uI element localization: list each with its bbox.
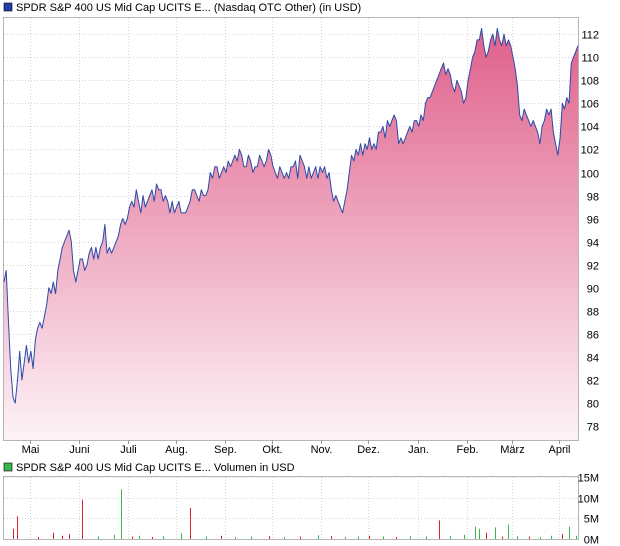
price-y-tick-label: 82: [587, 376, 599, 388]
price-y-tick-label: 88: [587, 307, 599, 319]
volume-plot-frame: [3, 476, 579, 540]
volume-grid: [4, 477, 578, 539]
volume-bars: [13, 489, 577, 539]
price-y-tick-label: 92: [587, 261, 599, 273]
volume-y-axis: 0M 5M 10M 15M: [578, 473, 599, 546]
price-y-tick-label: 102: [581, 145, 599, 157]
price-area-fill: [4, 28, 578, 441]
price-y-tick-label: 86: [587, 330, 599, 342]
price-y-tick-label: 90: [587, 284, 599, 296]
price-y-tick-label: 100: [581, 169, 599, 181]
price-y-tick-label: 98: [587, 192, 599, 204]
price-y-tick-label: 78: [587, 422, 599, 434]
volume-legend-swatch: [3, 462, 13, 472]
price-y-tick-label: 112: [581, 30, 599, 42]
price-y-tick-label: 108: [581, 76, 599, 88]
volume-y-tick-label: 5M: [584, 514, 599, 526]
price-y-tick-label: 84: [587, 353, 599, 365]
price-x-tick-label: Mai: [22, 444, 40, 456]
price-x-tick-label: Nov.: [311, 444, 333, 456]
price-y-tick-label: 106: [581, 99, 599, 111]
price-area: [3, 27, 579, 441]
volume-y-tick-label: 0M: [584, 535, 599, 546]
price-legend-label: SPDR S&P 400 US Mid Cap UCITS E... (Nasd…: [16, 2, 361, 14]
price-x-tick-label: Sep.: [214, 444, 237, 456]
price-y-tick-label: 110: [581, 53, 599, 65]
price-x-tick-label: Juli: [120, 444, 137, 456]
price-y-tick-label: 96: [587, 215, 599, 227]
price-legend-swatch: [3, 2, 13, 12]
price-x-tick-label: Feb.: [456, 444, 478, 456]
price-x-tick-label: Okt.: [262, 444, 282, 456]
price-x-tick-label: Jan.: [408, 444, 429, 456]
volume-legend-label: SPDR S&P 400 US Mid Cap UCITS E... Volum…: [16, 462, 295, 474]
price-x-tick-label: Aug.: [165, 444, 188, 456]
price-y-axis: 78 80 82 84 86 88 90 92 94 96 98 100 102 104 106 108 110…: [581, 30, 599, 434]
price-y-tick-label: 104: [581, 122, 599, 134]
price-y-tick-label: 80: [587, 399, 599, 411]
price-plot-frame: [3, 17, 579, 441]
price-x-tick-label: Dez.: [357, 444, 380, 456]
price-x-tick-label: März: [500, 444, 524, 456]
price-x-tick-label: April: [548, 444, 570, 456]
volume-y-tick-label: 10M: [578, 494, 599, 506]
price-series-line: [3, 27, 579, 404]
price-y-tick-label: 94: [587, 238, 599, 250]
price-x-axis: Mai Juni Juli Aug. Sep. Okt. Nov. Dez. Jan. Feb. M…: [22, 440, 571, 456]
price-x-tick-label: Juni: [69, 444, 89, 456]
volume-y-tick-label: 15M: [578, 473, 599, 485]
